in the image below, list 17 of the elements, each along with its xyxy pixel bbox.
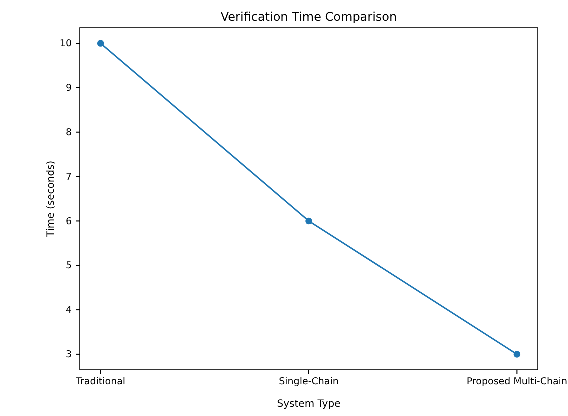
x-tick-label: Traditional [75,376,126,388]
y-tick-label: 3 [66,349,72,360]
point [306,218,312,225]
y-tick-label: 5 [66,260,72,272]
y-tick-label: 10 [60,38,72,50]
point [97,40,104,47]
x-tick-label: Single-Chain [279,376,339,388]
chart-title: Verification Time Comparison [220,10,398,24]
y-tick-label: 4 [66,305,72,316]
y-tick-label: 7 [66,172,72,183]
y-axis-title: Time (seconds) [46,160,57,238]
y-tick-label: 6 [66,216,72,228]
point [514,351,521,358]
y-tick-label: 8 [66,127,72,138]
x-axis-title: System Type [277,399,341,410]
y-tick-label: 9 [66,83,72,94]
x-tick-label: Proposed Multi-Chain [466,376,568,388]
